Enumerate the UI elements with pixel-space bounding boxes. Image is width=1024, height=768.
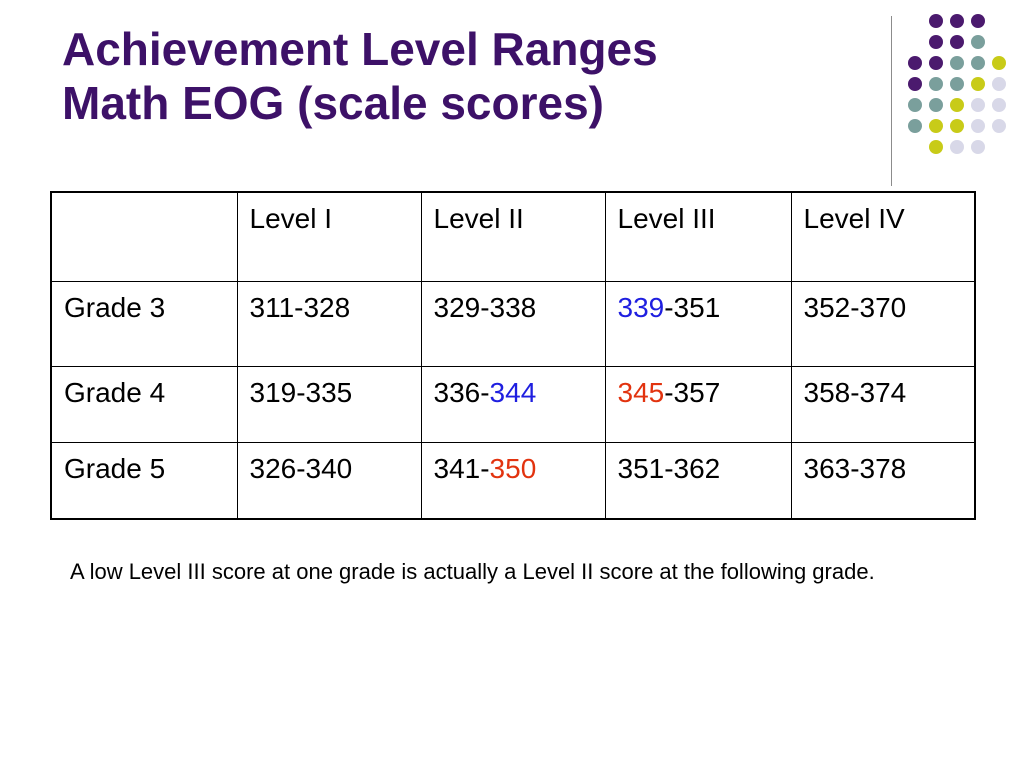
decorative-dot (929, 119, 943, 133)
decorative-dot (908, 77, 922, 91)
decorative-dot (908, 119, 922, 133)
table-header-cell (50, 191, 238, 282)
table-header-cell: Level IV (790, 191, 976, 282)
table-cell: 345-357 (604, 365, 792, 443)
cell-text: -351 (664, 291, 721, 323)
table-cell: 319-335 (236, 365, 422, 443)
decorative-dot (950, 35, 964, 49)
decorative-dot (929, 14, 943, 28)
decorative-dot (929, 56, 943, 70)
decorative-dot-grid (908, 14, 1018, 164)
grade-cell: Grade 3 (50, 280, 238, 367)
table-cell: 329-338 (420, 280, 606, 367)
decorative-dot (950, 56, 964, 70)
decorative-dot (992, 98, 1006, 112)
decorative-dot (950, 77, 964, 91)
decorative-dot (929, 98, 943, 112)
decorative-dot (950, 140, 964, 154)
grade-cell: Grade 4 (50, 365, 238, 443)
table-cell: 351-362 (604, 441, 792, 520)
decorative-divider (891, 16, 892, 186)
table-header-row: Level I Level II Level III Level IV (50, 191, 976, 282)
highlighted-value: 339 (617, 291, 665, 323)
cell-text: -357 (664, 376, 721, 408)
table-cell: 341-350 (420, 441, 606, 520)
decorative-dot (908, 56, 922, 70)
table-header-cell: Level III (604, 191, 792, 282)
highlighted-value: 344 (489, 376, 537, 408)
table-cell: 358-374 (790, 365, 976, 443)
highlighted-value: 350 (489, 452, 537, 484)
table-cell: 311-328 (236, 280, 422, 367)
highlighted-value: 345 (617, 376, 665, 408)
decorative-dot (929, 35, 943, 49)
cell-text: 341- (433, 452, 490, 484)
decorative-dot (929, 140, 943, 154)
decorative-dot (908, 98, 922, 112)
table-row: Grade 3 311-328 329-338 339-351 352-370 (50, 280, 976, 367)
table-row: Grade 4 319-335 336-344 345-357 358-374 (50, 365, 976, 443)
table-cell: 336-344 (420, 365, 606, 443)
slide-title-line-1: Achievement Level Ranges (62, 23, 658, 75)
table-cell: 363-378 (790, 441, 976, 520)
footnote-text: A low Level III score at one grade is ac… (70, 559, 875, 584)
decorative-dot (950, 14, 964, 28)
decorative-dot (992, 77, 1006, 91)
decorative-dot (971, 140, 985, 154)
decorative-dot (971, 119, 985, 133)
decorative-dot (950, 119, 964, 133)
slide-title-line-2: Math EOG (scale scores) (62, 77, 604, 129)
cell-text: 336- (433, 376, 490, 408)
decorative-dot (971, 14, 985, 28)
table-header-cell: Level II (420, 191, 606, 282)
table-cell: 352-370 (790, 280, 976, 367)
decorative-dot (971, 77, 985, 91)
decorative-dot (992, 56, 1006, 70)
decorative-dot (971, 98, 985, 112)
achievement-levels-table: Level I Level II Level III Level IV Grad… (50, 191, 976, 520)
grade-cell: Grade 5 (50, 441, 238, 520)
slide-title: Achievement Level Ranges Math EOG (scale… (62, 22, 658, 130)
decorative-dot (971, 56, 985, 70)
table-cell: 339-351 (604, 280, 792, 367)
decorative-dot (929, 77, 943, 91)
table-row: Grade 5 326-340 341-350 351-362 363-378 (50, 441, 976, 520)
table-cell: 326-340 (236, 441, 422, 520)
decorative-dot (971, 35, 985, 49)
decorative-dot (950, 98, 964, 112)
table-header-cell: Level I (236, 191, 422, 282)
decorative-dot (992, 119, 1006, 133)
